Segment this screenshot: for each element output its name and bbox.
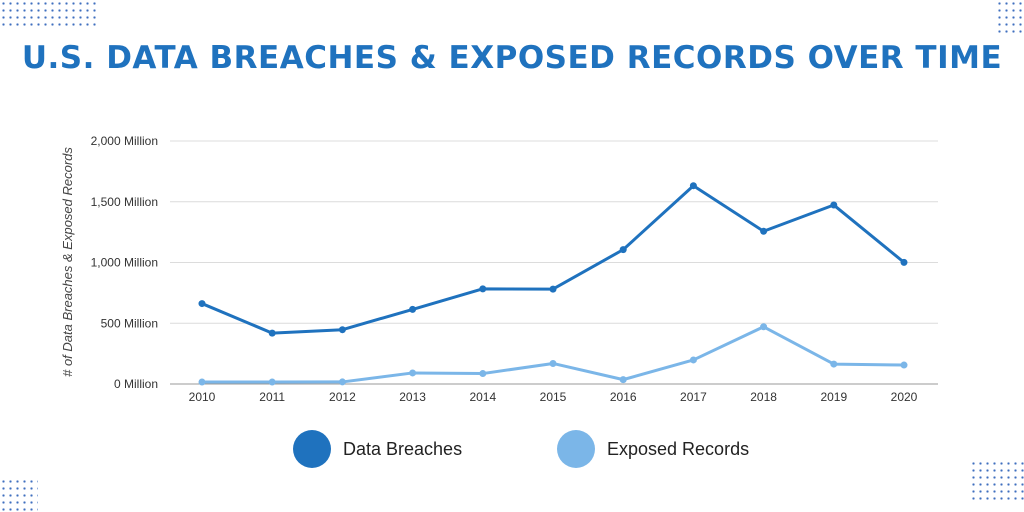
data-point xyxy=(479,285,487,293)
decorative-dots-bottom-left xyxy=(0,478,38,512)
legend-item-exposed-records: Exposed Records xyxy=(557,430,749,468)
y-tick-label: 2,000 Million xyxy=(91,134,158,148)
y-axis-ticks: 0 Million 500 Million 1,000 Million 1,500 M… xyxy=(91,134,158,391)
data-point xyxy=(619,246,627,254)
series-line xyxy=(202,325,905,384)
x-tick-label: 2012 xyxy=(329,390,356,404)
line-chart: 0 Million 500 Million 1,000 Million 1,500 M… xyxy=(60,134,938,404)
data-point xyxy=(619,376,627,384)
y-tick-label: 500 Million xyxy=(101,316,158,330)
series-line xyxy=(201,184,905,335)
x-tick-label: 2017 xyxy=(680,390,707,404)
x-tick-label: 2019 xyxy=(820,390,847,404)
data-point xyxy=(689,356,697,364)
x-tick-label: 2014 xyxy=(469,390,496,404)
data-point xyxy=(689,182,697,190)
decorative-dots-top-right xyxy=(996,0,1024,36)
legend: Data Breaches Exposed Records xyxy=(0,430,1024,470)
data-point xyxy=(479,370,487,378)
series-lines xyxy=(198,182,908,386)
y-tick-label: 1,500 Million xyxy=(91,195,158,209)
data-point xyxy=(830,360,838,368)
data-point xyxy=(409,369,417,377)
x-tick-label: 2015 xyxy=(540,390,567,404)
data-point xyxy=(409,305,417,313)
decorative-dots-top-left xyxy=(0,0,98,28)
legend-item-data-breaches: Data Breaches xyxy=(293,430,462,468)
data-point xyxy=(830,201,838,209)
data-point xyxy=(549,359,557,367)
x-tick-label: 2020 xyxy=(891,390,918,404)
data-point xyxy=(198,300,206,308)
x-tick-label: 2010 xyxy=(189,390,216,404)
data-point xyxy=(760,323,768,331)
x-tick-label: 2016 xyxy=(610,390,637,404)
data-point xyxy=(900,258,908,266)
x-tick-label: 2018 xyxy=(750,390,777,404)
chart-title: U.S. DATA BREACHES & EXPOSED RECORDS OVE… xyxy=(21,40,1003,76)
y-tick-label: 0 Million xyxy=(114,377,158,391)
decorative-dots-bottom-right xyxy=(970,460,1024,502)
data-point xyxy=(338,378,346,386)
x-axis-ticks: 2010 2011 2012 2013 2014 2015 2016 2017 2018 2019… xyxy=(189,390,918,404)
data-point xyxy=(338,326,346,334)
y-tick-label: 1,000 Million xyxy=(91,256,158,270)
x-tick-label: 2013 xyxy=(399,390,426,404)
data-point xyxy=(198,378,206,386)
data-point xyxy=(268,329,276,337)
data-point xyxy=(760,227,768,235)
data-point xyxy=(900,361,908,369)
data-breaches-swatch-icon xyxy=(293,430,331,468)
legend-label: Data Breaches xyxy=(343,438,463,459)
legend-label: Exposed Records xyxy=(607,438,750,459)
data-point xyxy=(268,378,276,386)
grid-lines xyxy=(170,140,938,385)
exposed-records-swatch-icon xyxy=(557,430,595,468)
data-point xyxy=(549,285,557,293)
y-axis-label: # of Data Breaches & Exposed Records xyxy=(60,147,75,377)
x-tick-label: 2011 xyxy=(259,390,285,404)
